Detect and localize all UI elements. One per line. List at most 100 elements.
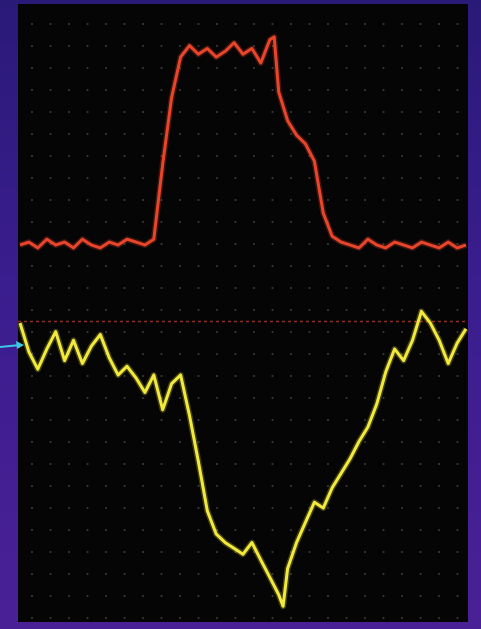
grid-dot — [216, 375, 218, 377]
grid-dot — [327, 353, 329, 355]
grid-dot — [438, 617, 440, 619]
grid-dot — [419, 573, 422, 575]
grid-dot — [105, 67, 107, 69]
grid-dot — [160, 485, 163, 487]
grid-dot — [438, 133, 440, 135]
grid-dot — [216, 397, 218, 399]
grid-dot — [216, 507, 218, 509]
grid-dot — [68, 331, 70, 333]
grid-dot — [105, 573, 107, 575]
grid-dot — [401, 595, 403, 597]
grid-dot — [160, 441, 163, 443]
grid-dot — [271, 287, 274, 289]
grid-dot — [456, 67, 459, 69]
grid-dot — [105, 485, 107, 487]
grid-dot — [271, 441, 274, 443]
grid-dot — [456, 111, 459, 113]
grid-dot — [364, 617, 366, 619]
grid-dot — [345, 551, 348, 553]
grid-dot — [253, 23, 255, 25]
grid-dot — [456, 507, 459, 509]
grid-dot — [271, 111, 274, 113]
grid-dot — [456, 177, 459, 179]
grid-dot — [419, 67, 422, 69]
grid-dot — [197, 265, 200, 267]
grid-dot — [216, 23, 218, 25]
grid-dot — [438, 331, 440, 333]
grid-dot — [86, 133, 89, 135]
grid-dot — [419, 595, 422, 597]
grid-dot — [105, 133, 107, 135]
grid-dot — [142, 573, 144, 575]
grid-dot — [105, 221, 107, 223]
grid-dot — [86, 595, 89, 597]
grid-dot — [364, 573, 366, 575]
grid-dot — [197, 243, 200, 245]
grid-dot — [179, 441, 181, 443]
grid-dot — [327, 287, 329, 289]
grid-dot — [142, 463, 144, 465]
grid-dot — [31, 507, 33, 509]
grid-dot — [216, 419, 218, 421]
grid-dot — [142, 331, 144, 333]
grid-dot — [31, 67, 33, 69]
grid-dot — [31, 375, 33, 377]
grid-dot — [234, 353, 237, 355]
grid-dot — [253, 485, 255, 487]
grid-dot — [419, 23, 422, 25]
grid-dot — [216, 265, 218, 267]
grid-dot — [364, 397, 366, 399]
grid-dot — [382, 617, 385, 619]
grid-dot — [364, 177, 366, 179]
grid-dot — [49, 551, 52, 553]
grid-dot — [86, 177, 89, 179]
grid-dot — [364, 67, 366, 69]
grid-dot — [86, 221, 89, 223]
grid-dot — [327, 265, 329, 267]
grid-dot — [271, 507, 274, 509]
grid-dot — [234, 419, 237, 421]
grid-dot — [253, 507, 255, 509]
grid-dot — [382, 309, 385, 311]
grid-dot — [105, 287, 107, 289]
grid-dot — [456, 309, 459, 311]
grid-dot — [105, 45, 107, 47]
grid-dot — [105, 397, 107, 399]
grid-dot — [105, 309, 107, 311]
grid-dot — [290, 353, 292, 355]
grid-dot — [86, 419, 89, 421]
grid-dot — [345, 67, 348, 69]
grid-dot — [142, 507, 144, 509]
grid-dot — [308, 23, 311, 25]
grid-dot — [197, 485, 200, 487]
grid-dot — [290, 45, 292, 47]
grid-dot — [456, 155, 459, 157]
grid-dot — [105, 111, 107, 113]
grid-dot — [216, 573, 218, 575]
grid-dot — [382, 199, 385, 201]
grid-dot — [327, 89, 329, 91]
grid-dot — [271, 397, 274, 399]
graticule-grid — [31, 23, 459, 619]
grid-dot — [327, 419, 329, 421]
grid-dot — [382, 419, 385, 421]
grid-dot — [308, 595, 311, 597]
grid-dot — [234, 375, 237, 377]
grid-dot — [419, 265, 422, 267]
grid-dot — [49, 463, 52, 465]
grid-dot — [142, 375, 144, 377]
grid-dot — [197, 199, 200, 201]
grid-dot — [290, 199, 292, 201]
grid-dot — [216, 595, 218, 597]
grid-dot — [438, 485, 440, 487]
grid-dot — [401, 23, 403, 25]
grid-dot — [123, 573, 126, 575]
grid-dot — [49, 529, 52, 531]
grid-dot — [49, 617, 52, 619]
grid-dot — [68, 375, 70, 377]
grid-dot — [234, 463, 237, 465]
grid-dot — [327, 441, 329, 443]
grid-dot — [419, 287, 422, 289]
grid-dot — [253, 551, 255, 553]
grid-dot — [197, 331, 200, 333]
